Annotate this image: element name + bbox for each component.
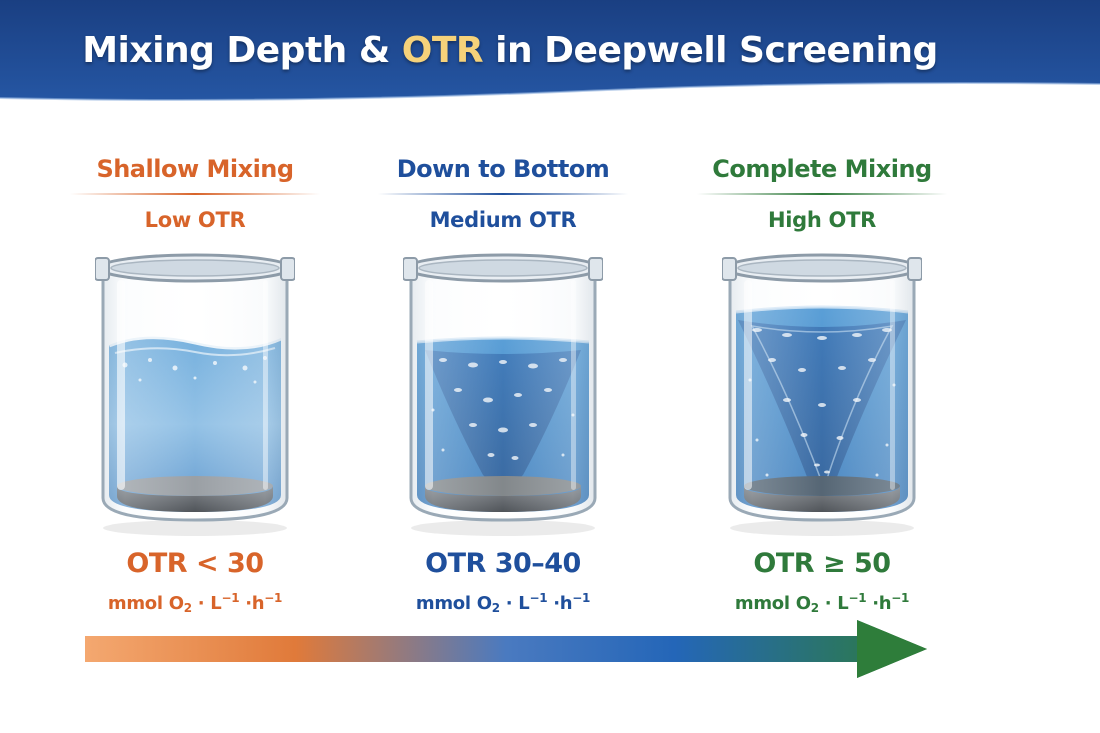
title-highlight: OTR bbox=[401, 30, 484, 71]
gradient-arrow-icon bbox=[85, 620, 927, 678]
page-title: Mixing Depth & OTR in Deepwell Screening bbox=[0, 30, 1020, 71]
heading-divider bbox=[697, 193, 947, 195]
column-subheading: High OTR bbox=[767, 208, 876, 232]
otr-unit: mmol O2 · L−1 ·h−1 bbox=[734, 591, 910, 615]
otr-value: OTR 30–40 bbox=[425, 548, 581, 579]
title-banner bbox=[0, 0, 1100, 110]
title-rest: in Deepwell Screening bbox=[483, 30, 938, 71]
title-main: Mixing Depth & bbox=[82, 30, 402, 71]
column-complete-mixing: Complete Mixing High OTR OTR ≥ 50 mmol O… bbox=[672, 150, 972, 630]
column-heading: Shallow Mixing bbox=[96, 155, 294, 183]
column-subheading: Low OTR bbox=[144, 208, 246, 232]
beaker-complete-icon bbox=[722, 253, 922, 536]
heading-divider bbox=[378, 193, 628, 195]
column-shallow-mixing: Shallow Mixing Low OTR OTR < 30 mmol O2 … bbox=[45, 150, 345, 630]
column-subheading: Medium OTR bbox=[429, 208, 577, 232]
beaker-shallow-icon bbox=[95, 253, 295, 536]
column-down-to-bottom: Down to Bottom Medium OTR OTR 30–40 mmol… bbox=[353, 150, 653, 630]
otr-unit: mmol O2 · L−1 ·h−1 bbox=[107, 591, 283, 615]
otr-value: OTR < 30 bbox=[126, 548, 264, 579]
column-heading: Complete Mixing bbox=[712, 155, 932, 183]
otr-value: OTR ≥ 50 bbox=[753, 548, 891, 579]
beaker-to-bottom-icon bbox=[403, 253, 603, 536]
column-heading: Down to Bottom bbox=[396, 155, 610, 183]
heading-divider bbox=[70, 193, 320, 195]
otr-unit: mmol O2 · L−1 ·h−1 bbox=[415, 591, 591, 615]
banner-background bbox=[0, 0, 1100, 101]
